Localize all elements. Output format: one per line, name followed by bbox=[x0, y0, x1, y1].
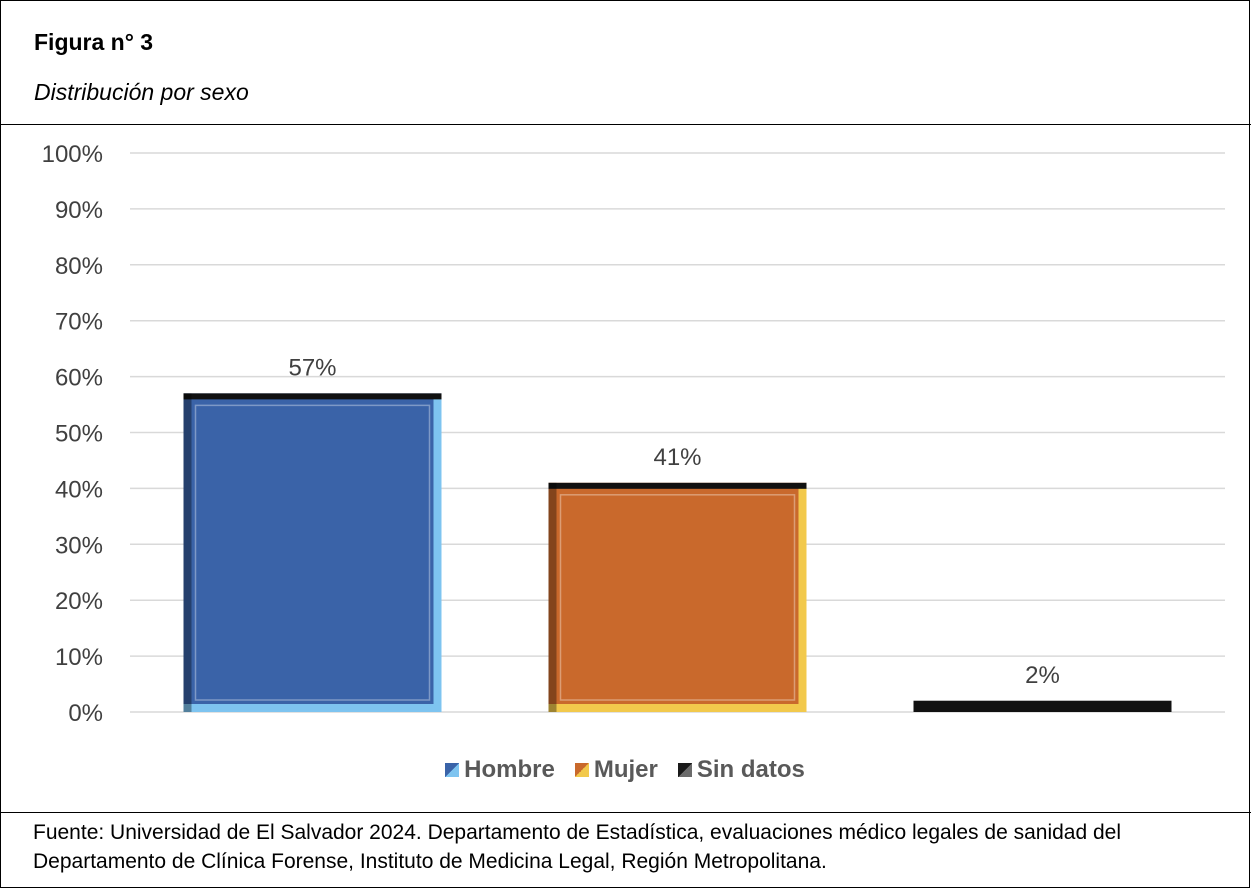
bar-inner-edge bbox=[194, 404, 431, 701]
bar-bevel-top bbox=[913, 700, 1172, 712]
data-label: 57% bbox=[288, 354, 336, 381]
legend-swatch bbox=[677, 763, 692, 777]
legend-swatch bbox=[445, 763, 460, 777]
bar-bevel-top bbox=[548, 482, 807, 489]
y-tick-label: 80% bbox=[55, 253, 103, 280]
legend-label: Sin datos bbox=[696, 756, 805, 783]
chart-legend: Hombre Mujer Sin datos bbox=[0, 756, 1250, 784]
legend-item-sin-datos: Sin datos bbox=[677, 756, 805, 784]
bar-mujer bbox=[548, 482, 807, 712]
bar-bevel-bottom bbox=[548, 704, 807, 712]
figure-header: Figura n° 3 Distribución por sexo bbox=[1, 1, 1251, 125]
data-label: 41% bbox=[653, 444, 701, 471]
bar-bevel-left bbox=[183, 393, 192, 712]
legend-item-hombre: Hombre bbox=[445, 756, 555, 784]
bar-hombre bbox=[183, 393, 442, 712]
bar-bevel-bottom bbox=[183, 704, 442, 712]
bar-inner-edge bbox=[559, 494, 796, 701]
y-tick-label: 20% bbox=[55, 588, 103, 615]
legend-label: Mujer bbox=[593, 756, 658, 783]
bar-body bbox=[548, 482, 807, 712]
legend-label: Hombre bbox=[464, 756, 555, 783]
legend-swatch bbox=[574, 763, 589, 777]
figure-subtitle: Distribución por sexo bbox=[34, 79, 249, 105]
bar-bevel-right bbox=[433, 397, 442, 712]
data-label: 2% bbox=[1025, 662, 1060, 689]
y-axis-ticks: 0% 10% 20% 30% 40% 50% 60% 70% 80% 90% 100% bbox=[42, 141, 103, 727]
y-tick-label: 30% bbox=[55, 532, 103, 559]
bar-bevel-top bbox=[183, 393, 442, 400]
y-tick-label: 100% bbox=[42, 141, 103, 168]
data-labels: 57% 41% 2% bbox=[288, 354, 1059, 688]
figure-title: Figura n° 3 bbox=[34, 29, 154, 55]
y-tick-label: 60% bbox=[55, 365, 103, 392]
chart-area bbox=[1, 125, 1251, 813]
y-tick-label: 90% bbox=[55, 197, 103, 224]
bars bbox=[183, 393, 1172, 712]
legend-item-mujer: Mujer bbox=[574, 756, 658, 784]
bar-sin-datos bbox=[913, 700, 1172, 712]
y-tick-label: 40% bbox=[55, 476, 103, 503]
bar-bevel-left bbox=[548, 482, 557, 712]
y-tick-label: 70% bbox=[55, 309, 103, 336]
bar-bevel-right bbox=[798, 486, 807, 712]
y-tick-label: 50% bbox=[55, 421, 103, 448]
bar-body bbox=[183, 393, 442, 712]
y-tick-label: 0% bbox=[68, 700, 103, 727]
y-tick-label: 10% bbox=[55, 644, 103, 671]
source-note: Fuente: Universidad de El Salvador 2024.… bbox=[33, 821, 1122, 873]
